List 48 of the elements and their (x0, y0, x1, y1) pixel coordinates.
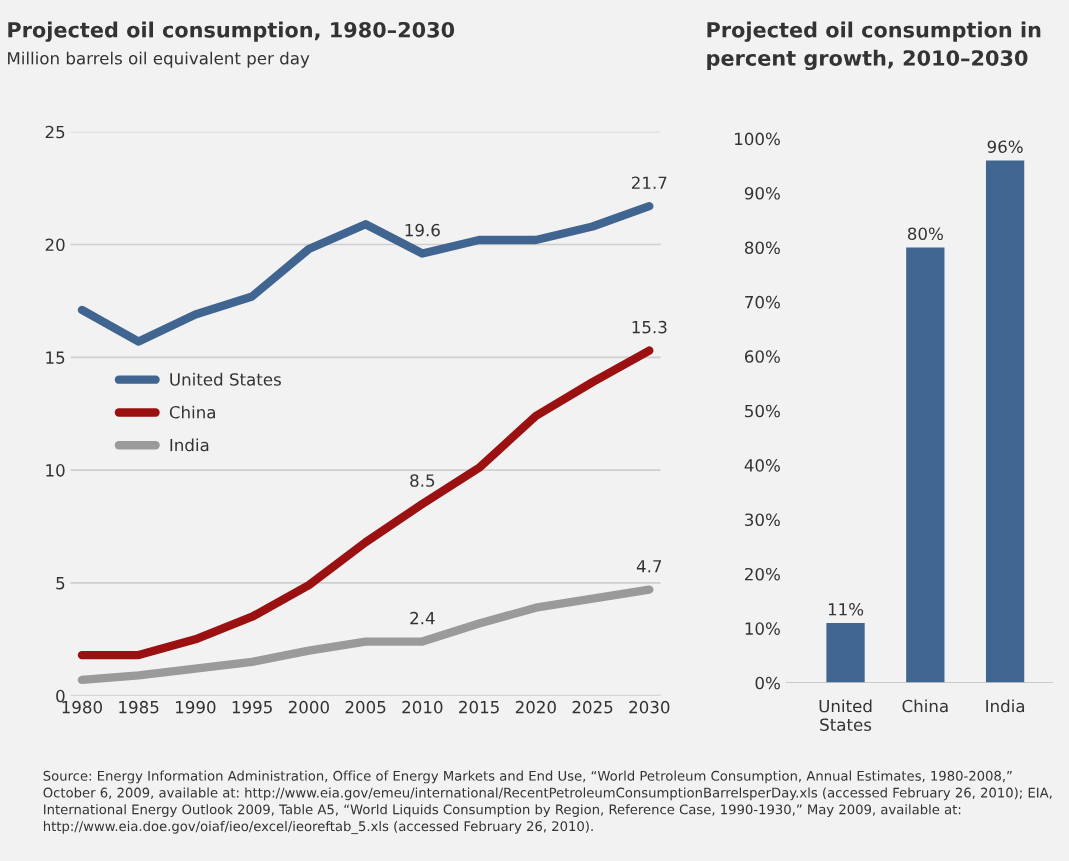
x-tick-label: India (986, 699, 1025, 713)
x-tick-label: 2025 (572, 700, 613, 714)
x-tick-label: 2020 (515, 700, 556, 714)
chart-title: Projected oil consumption, 1980–2030 (8, 21, 455, 42)
bar (906, 247, 945, 683)
x-tick-label: China (902, 699, 948, 713)
y-tick-label: 30% (745, 513, 780, 527)
legend-label: United States (170, 372, 281, 386)
y-tick-label: 25 (45, 125, 65, 139)
x-tick-label: 1990 (176, 700, 216, 714)
y-tick-label: 90% (744, 187, 780, 200)
y-tick-label: 40% (744, 459, 780, 472)
y-tick-label: 10 (46, 464, 65, 477)
data-label: 21.7 (631, 176, 667, 189)
legend-label: China (169, 405, 215, 419)
data-label: 11% (828, 602, 864, 616)
source-note: Source: Energy Information Administration, Office of Energy Markets and End Use, “World Petroleum Consumption, Annual Estimates, 1980-2008,” October 6, 2009, available at: http://www.eia.gov/emeu/international/RecentPetroleumConsumptionBarrelsperDay.xls (accessed February 26, 2010); EIA, International Energy Outlook 2009, Table A5, “World Liquids Consumption by Region, Reference Case, 1990-1930,” May 2009, available at: http://www.eia.doe.gov/oiaf/ieo/excel/ieoreftab_5.xls (accessed February 26, 2010). (43, 770, 1052, 835)
y-tick-label: 50% (745, 404, 780, 418)
x-tick-label: 2005 (345, 700, 386, 714)
y-tick-label: 10% (745, 622, 780, 635)
y-tick-label: 20 (45, 238, 65, 252)
data-label: 19.6 (405, 223, 440, 237)
legend-label: India (170, 438, 209, 452)
x-tick-label: 2000 (288, 700, 329, 714)
y-tick-label: 20% (745, 567, 780, 581)
y-tick-label: 100% (735, 132, 780, 146)
data-label: 8.5 (410, 474, 435, 487)
x-tick-label: United States (819, 699, 872, 731)
data-label: 96% (987, 140, 1023, 153)
bar (826, 622, 865, 683)
y-tick-label: 60% (744, 350, 780, 363)
bar (985, 160, 1025, 683)
data-label: 4.7 (636, 560, 662, 573)
y-tick-label: 0% (755, 676, 780, 690)
y-tick-label: 70% (745, 295, 780, 309)
data-label: 2.4 (410, 611, 435, 625)
chart-title: Projected oil consumption in percent growth, 2010–2030 (707, 21, 1041, 71)
x-tick-label: 2015 (459, 700, 499, 714)
x-tick-label: 2010 (402, 700, 443, 714)
data-label: 80% (907, 227, 943, 241)
x-tick-label: 2030 (629, 700, 670, 714)
x-tick-label: 1995 (232, 700, 272, 714)
y-tick-label: 15 (46, 351, 65, 364)
x-tick-label: 1985 (119, 700, 159, 714)
y-tick-label: 5 (56, 577, 65, 590)
chart-subtitle: Million barrels oil equivalent per day (8, 51, 310, 68)
y-tick-label: 80% (744, 241, 780, 255)
data-label: 15.3 (632, 320, 667, 334)
